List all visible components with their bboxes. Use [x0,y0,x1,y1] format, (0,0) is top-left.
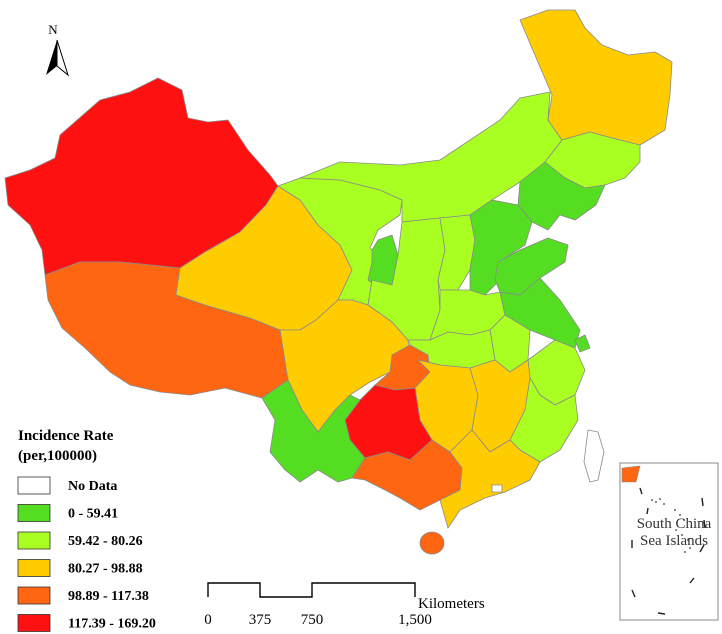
scale-tick-1500: 1,500 [398,612,432,628]
inset-boundary-dashes [631,487,706,615]
legend-swatch [17,559,51,577]
legend-swatch [17,586,51,605]
region-taiwan [583,429,605,483]
north-label: N [48,22,58,37]
legend-swatch [17,614,51,632]
north-arrow-left-half [46,40,57,75]
legend-swatch [17,504,51,522]
inset-south-china-sea: South China Sea Islands [619,462,719,621]
region-hainan [419,531,445,555]
scale-tick-0: 0 [204,612,212,628]
scale-bar-line [207,582,416,598]
inset-label-line2: Sea Islands [640,533,708,549]
scale-tick-750: 750 [301,612,324,628]
legend: Incidence Rate (per,100000) No Data 0 - 5… [17,428,156,632]
legend-swatch [17,476,51,495]
north-arrow-right-half [56,39,69,77]
legend-label: 80.27 - 98.88 [68,562,143,577]
inset-label-line1: South China [637,516,712,532]
region-shandong [494,237,569,296]
scale-bar [207,582,416,598]
legend-label: 59.42 - 80.26 [68,534,143,549]
scale-unit-label: Kilometers [418,596,485,612]
region-hong-kong [491,484,503,493]
provinces [4,9,673,555]
legend-label: 98.89 - 117.38 [68,589,149,604]
legend-title-line2: (per,100000) [18,448,97,464]
inset-frame [619,462,719,621]
inset-islands [651,498,691,553]
legend-items: No Data 0 - 59.41 59.42 - 80.26 80.27 - 98.… [17,476,156,632]
region-shanghai [574,334,591,353]
region-guangdong [439,429,541,529]
legend-label: No Data [68,479,117,494]
legend-swatch [17,531,51,550]
inset-hainan [621,465,641,483]
scale-tick-375: 375 [249,612,272,628]
legend-label: 117.39 - 169.20 [68,617,156,632]
legend-label: 0 - 59.41 [68,507,118,522]
legend-title-line1: Incidence Rate [18,428,114,444]
region-heilongjiang [519,9,673,146]
north-arrow: N [46,22,69,77]
region-fujian [509,377,579,463]
